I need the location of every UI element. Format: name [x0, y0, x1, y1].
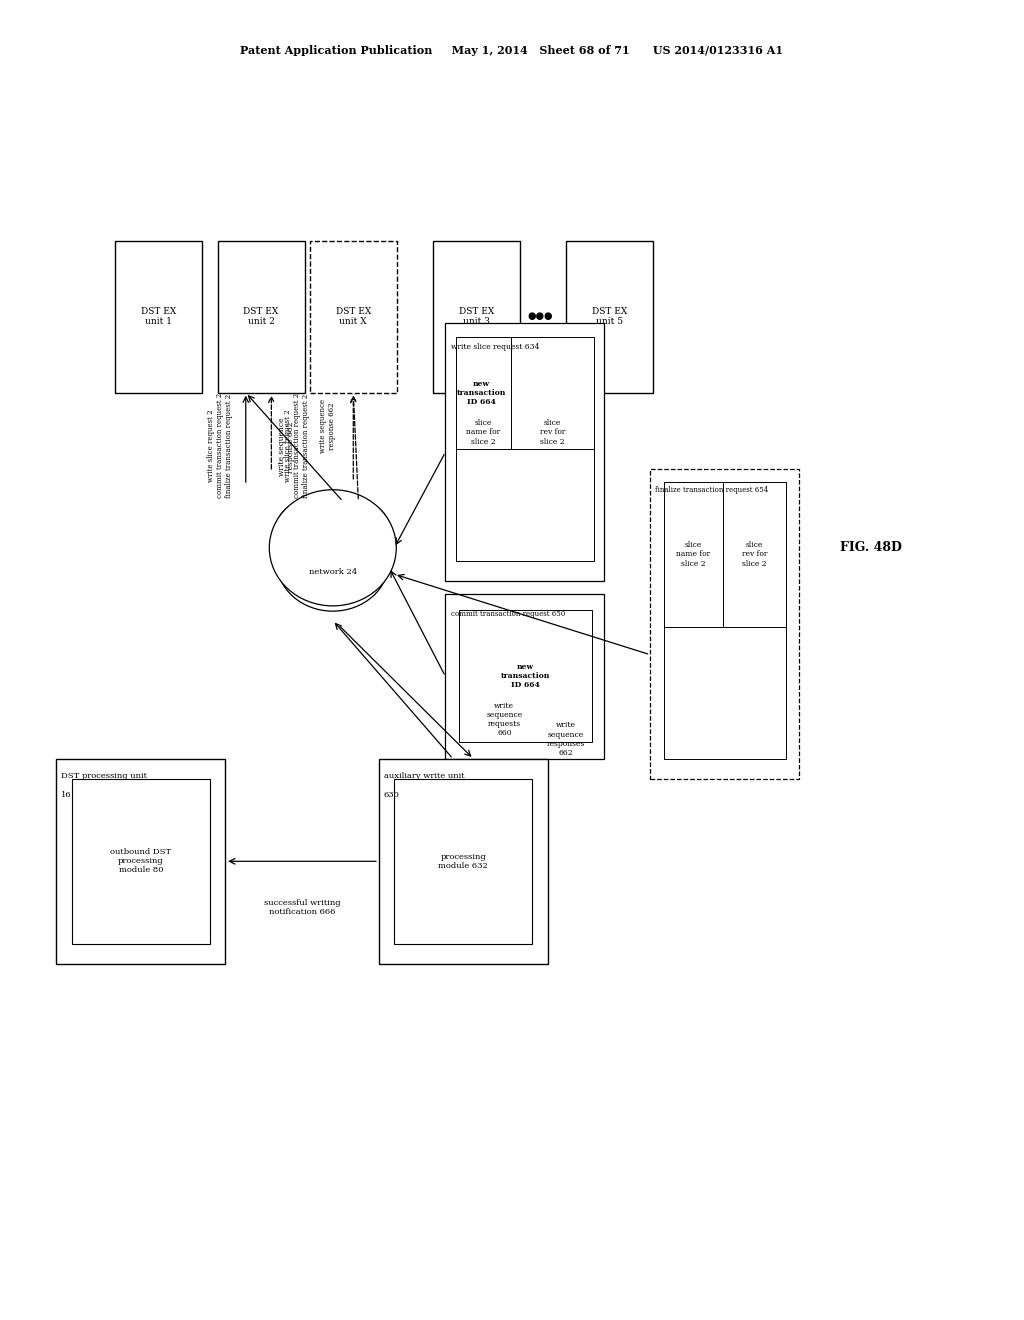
- FancyBboxPatch shape: [309, 242, 397, 393]
- Text: outbound DST
processing
module 80: outbound DST processing module 80: [111, 849, 171, 874]
- Text: DST EX
unit 1: DST EX unit 1: [141, 308, 176, 326]
- FancyBboxPatch shape: [565, 242, 653, 393]
- Text: DST EX
unit X: DST EX unit X: [336, 308, 371, 326]
- FancyBboxPatch shape: [456, 337, 594, 561]
- Text: write slice request 2
commit transaction request 2
finalize transaction request : write slice request 2 commit transaction…: [284, 393, 310, 498]
- Text: write slice request 2
commit transaction request 2
finalize transaction request : write slice request 2 commit transaction…: [207, 393, 233, 498]
- FancyBboxPatch shape: [445, 594, 604, 759]
- Text: write sequence
response 662: write sequence response 662: [279, 418, 295, 477]
- Text: processing
module 632: processing module 632: [438, 853, 488, 870]
- Text: DST EX
unit 3: DST EX unit 3: [459, 308, 494, 326]
- Text: new
transaction
ID 664: new transaction ID 664: [457, 380, 506, 407]
- Text: successful writing
notification 666: successful writing notification 666: [264, 899, 340, 916]
- Text: slice
rev for
slice 2: slice rev for slice 2: [540, 420, 565, 446]
- FancyBboxPatch shape: [664, 482, 786, 759]
- Text: DST EX
unit 2: DST EX unit 2: [244, 308, 279, 326]
- Text: write
sequence
responses
662: write sequence responses 662: [547, 722, 585, 756]
- Text: new
transaction
ID 664: new transaction ID 664: [501, 663, 550, 689]
- Text: ●●●: ●●●: [528, 313, 553, 321]
- Text: 16: 16: [61, 791, 72, 799]
- Text: slice
rev for
slice 2: slice rev for slice 2: [742, 541, 767, 568]
- FancyBboxPatch shape: [445, 323, 604, 581]
- Text: DST processing unit: DST processing unit: [61, 772, 147, 780]
- Text: DST EX
unit 5: DST EX unit 5: [592, 308, 627, 326]
- Text: write
sequence
requests
660: write sequence requests 660: [486, 702, 522, 737]
- Text: write sequence
response 662: write sequence response 662: [319, 399, 336, 453]
- FancyBboxPatch shape: [650, 469, 799, 779]
- Text: write slice request 634: write slice request 634: [451, 343, 539, 351]
- Ellipse shape: [295, 492, 348, 550]
- Text: 630: 630: [384, 791, 400, 799]
- Ellipse shape: [276, 511, 389, 611]
- Text: commit transaction request 650: commit transaction request 650: [451, 610, 565, 618]
- Text: Patent Application Publication     May 1, 2014   Sheet 68 of 71      US 2014/012: Patent Application Publication May 1, 20…: [241, 45, 783, 55]
- Text: finalize transaction request 654: finalize transaction request 654: [655, 486, 769, 494]
- FancyBboxPatch shape: [459, 610, 592, 742]
- Text: network 24: network 24: [308, 568, 357, 576]
- FancyBboxPatch shape: [72, 779, 210, 944]
- Ellipse shape: [273, 500, 343, 574]
- Ellipse shape: [317, 492, 371, 550]
- FancyBboxPatch shape: [115, 242, 203, 393]
- FancyBboxPatch shape: [56, 759, 225, 964]
- Ellipse shape: [323, 500, 392, 574]
- Ellipse shape: [269, 490, 396, 606]
- Text: auxiliary write unit: auxiliary write unit: [384, 772, 465, 780]
- FancyBboxPatch shape: [217, 242, 305, 393]
- Text: slice
name for
slice 2: slice name for slice 2: [466, 420, 501, 446]
- Text: FIG. 48D: FIG. 48D: [840, 541, 901, 554]
- Text: slice
name for
slice 2: slice name for slice 2: [676, 541, 711, 568]
- FancyBboxPatch shape: [394, 779, 532, 944]
- FancyBboxPatch shape: [433, 242, 520, 393]
- FancyBboxPatch shape: [379, 759, 548, 964]
